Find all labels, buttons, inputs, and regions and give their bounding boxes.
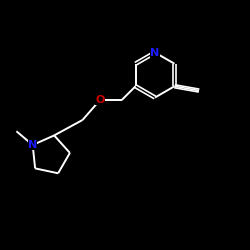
Text: N: N	[150, 48, 160, 58]
Text: O: O	[95, 95, 105, 105]
Text: N: N	[28, 140, 37, 150]
